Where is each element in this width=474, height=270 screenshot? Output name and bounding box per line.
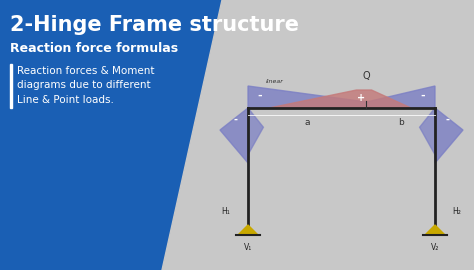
- Text: -: -: [446, 115, 450, 125]
- Text: V₂: V₂: [431, 242, 439, 251]
- Polygon shape: [269, 90, 411, 108]
- Polygon shape: [248, 86, 435, 108]
- Text: H₁: H₁: [222, 207, 230, 215]
- Polygon shape: [425, 225, 445, 235]
- Text: +: +: [357, 93, 365, 103]
- Polygon shape: [248, 108, 264, 155]
- Text: H₂: H₂: [453, 207, 461, 215]
- Text: V₁: V₁: [244, 242, 252, 251]
- Text: -: -: [233, 115, 237, 125]
- Polygon shape: [419, 108, 435, 155]
- Polygon shape: [162, 0, 474, 270]
- Polygon shape: [238, 225, 258, 235]
- Text: Q: Q: [363, 71, 370, 81]
- Text: Reaction forces & Moment
diagrams due to different
Line & Point loads.: Reaction forces & Moment diagrams due to…: [17, 66, 155, 105]
- Polygon shape: [220, 108, 248, 163]
- Text: linear: linear: [266, 79, 284, 84]
- Text: Reaction force formulas: Reaction force formulas: [10, 42, 178, 55]
- Text: -: -: [421, 91, 425, 101]
- Text: b: b: [398, 118, 404, 127]
- Text: a: a: [304, 118, 310, 127]
- Text: 2-Hinge Frame structure: 2-Hinge Frame structure: [10, 15, 299, 35]
- Bar: [10, 64, 12, 108]
- Polygon shape: [435, 108, 463, 163]
- Text: -: -: [258, 91, 262, 101]
